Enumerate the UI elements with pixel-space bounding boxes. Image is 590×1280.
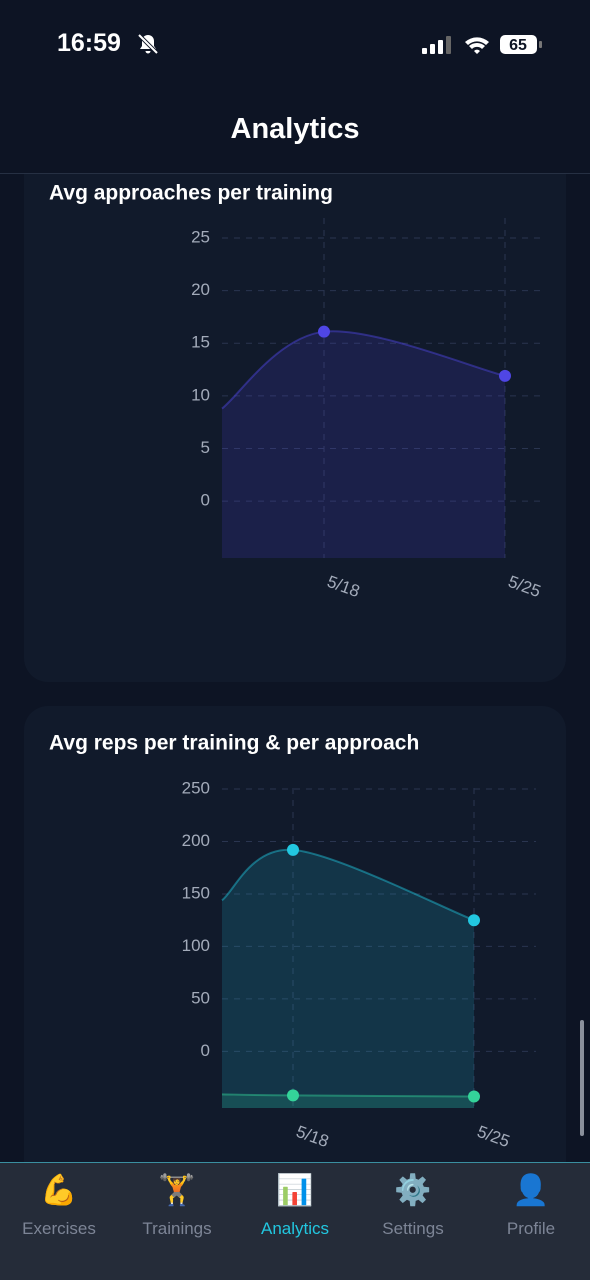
tab-label: Analytics bbox=[260, 1219, 330, 1238]
y-tick-label: 200 bbox=[182, 831, 210, 850]
page-title: Analytics bbox=[230, 113, 360, 145]
y-tick-label: 0 bbox=[201, 491, 210, 510]
tab-label: Profile bbox=[506, 1219, 556, 1238]
line bbox=[221, 1093, 475, 1098]
battery-level: 65 bbox=[509, 37, 527, 54]
tab-icon: 🏋️ bbox=[158, 1174, 196, 1207]
x-tick-label: 5/25 bbox=[475, 1122, 513, 1151]
y-tick-label: 5 bbox=[201, 438, 210, 457]
y-tick-label: 20 bbox=[191, 280, 210, 299]
status-time: 16:59 bbox=[57, 29, 121, 57]
point bbox=[318, 325, 330, 338]
y-tick-label: 250 bbox=[182, 779, 210, 798]
tab[interactable]: 📊 Analytics bbox=[236, 1163, 354, 1280]
chart: 0 50 100 150 200 250 5/18 5/25 bbox=[182, 779, 536, 1151]
y-tick-label: 15 bbox=[191, 333, 210, 352]
tab[interactable]: ⚙️ Settings bbox=[354, 1163, 472, 1280]
y-tick-label: 25 bbox=[191, 227, 210, 246]
y-tick-label: 0 bbox=[201, 1041, 210, 1060]
y-tick-label: 100 bbox=[182, 936, 210, 955]
tab[interactable]: 💪 Exercises bbox=[0, 1163, 118, 1280]
header: 16:59 65 Analytics bbox=[0, 0, 590, 174]
chart-title: Avg approaches per training bbox=[49, 182, 333, 205]
tab-label: Trainings bbox=[142, 1219, 212, 1238]
tab-bar: 💪 Exercises 🏋️ Trainings 📊 Analytics ⚙️ Setting… bbox=[0, 1162, 590, 1280]
area bbox=[222, 331, 505, 558]
tab[interactable]: 🏋️ Trainings bbox=[118, 1163, 236, 1280]
mute-icon bbox=[137, 33, 159, 55]
chart-card bbox=[24, 706, 566, 1226]
area bbox=[222, 1094, 474, 1108]
chart-card bbox=[24, 100, 566, 682]
tab-icon: 📊 bbox=[276, 1174, 314, 1207]
chart: 0 5 10 15 20 25 5/18 5/25 bbox=[191, 218, 543, 601]
tab-label: Exercises bbox=[22, 1219, 96, 1238]
scrollbar bbox=[580, 1020, 584, 1136]
point bbox=[468, 1090, 480, 1103]
point bbox=[287, 1089, 299, 1102]
y-tick-label: 10 bbox=[191, 385, 210, 404]
x-tick-label: 5/25 bbox=[506, 572, 544, 601]
tab[interactable]: 👤 Profile bbox=[472, 1163, 590, 1280]
area bbox=[222, 849, 474, 1108]
point bbox=[499, 369, 511, 382]
y-tick-label: 150 bbox=[182, 883, 210, 902]
tab-icon: 👤 bbox=[512, 1174, 550, 1207]
point bbox=[287, 843, 299, 856]
tab-icon: 💪 bbox=[40, 1174, 78, 1207]
point bbox=[468, 914, 480, 927]
x-tick-label: 5/18 bbox=[325, 572, 363, 601]
chart-title: Avg reps per training & per approach bbox=[49, 732, 419, 755]
tab-icon: ⚙️ bbox=[394, 1174, 432, 1207]
x-tick-label: 5/18 bbox=[294, 1122, 332, 1151]
tab-label: Settings bbox=[382, 1219, 444, 1238]
line bbox=[221, 848, 475, 922]
y-tick-label: 50 bbox=[191, 988, 210, 1007]
status-icons: 65 bbox=[422, 35, 542, 54]
